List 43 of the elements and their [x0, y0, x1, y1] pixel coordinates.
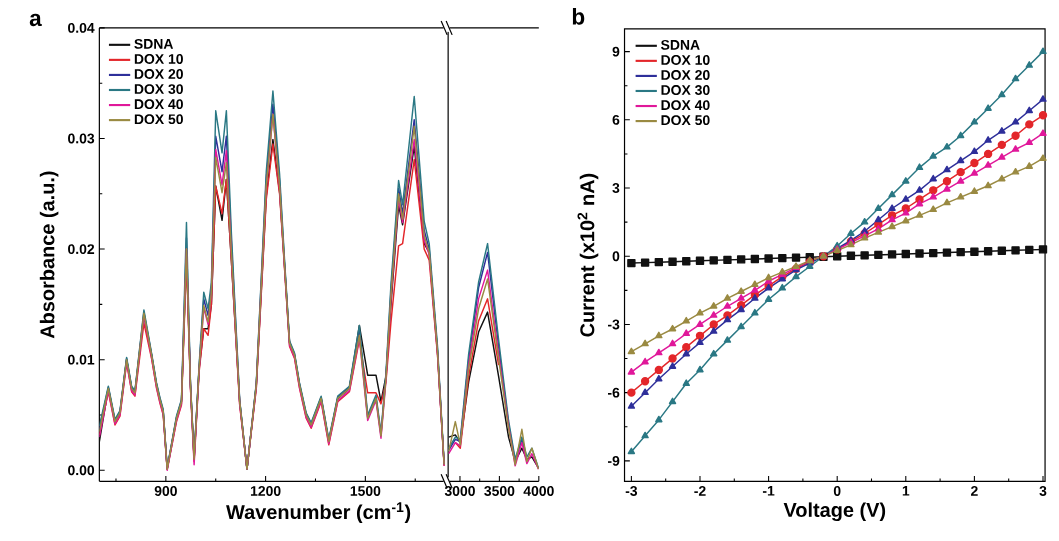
y-tick-label: 0.04 [68, 22, 95, 33]
x-tick-label: 3500 [484, 485, 515, 496]
x-tick-label: -3 [625, 485, 638, 496]
legend-label: DOX 40 [134, 99, 183, 110]
y-tick-label: -6 [607, 387, 620, 398]
y-tick-label: 0.03 [68, 133, 95, 144]
x-tick-label: 1500 [350, 485, 381, 496]
x-tick-label: 1 [902, 485, 910, 496]
y-tick-label: -3 [607, 319, 620, 330]
legend-label: SDNA [660, 39, 700, 50]
y-axis-title: Current (x10$^{2}$ nA) [577, 173, 599, 337]
legend-label: DOX 30 [661, 85, 710, 95]
chart-title: b [572, 8, 585, 25]
x-axis-title: Voltage (V) [783, 502, 886, 521]
legend-label: DOX 30 [134, 84, 183, 94]
x-tick-label: 3000 [444, 485, 475, 496]
x-tick-label: 4000 [523, 485, 554, 496]
legend-label: DOX 10 [134, 53, 183, 64]
x-tick-label: 900 [154, 485, 177, 496]
legend-label: DOX 50 [661, 115, 710, 126]
y-tick-label: 6 [612, 114, 620, 125]
x-tick-label: -2 [694, 485, 706, 496]
y-axis-title: Absorbance (a.u.) [39, 171, 59, 339]
x-tick-label: 1200 [250, 485, 281, 496]
legend-label: DOX 20 [134, 69, 183, 79]
y-tick-label: 3 [612, 183, 620, 193]
y-tick-label: 0.01 [68, 354, 95, 365]
x-axis-title: Wavenumber (cm$^{-1}$) [226, 502, 411, 523]
legend-label: DOX 40 [661, 100, 710, 110]
y-tick-label: -9 [607, 455, 620, 466]
x-tick-label: 3 [1039, 485, 1047, 496]
legend-label: SDNA [134, 38, 174, 49]
x-tick-label: 2 [971, 485, 978, 496]
y-tick-label: 0.02 [68, 244, 95, 254]
y-tick-label: 0 [612, 251, 620, 262]
legend-label: DOX 20 [661, 70, 710, 80]
legend-label: DOX 50 [134, 114, 183, 125]
y-tick-label: 0.00 [68, 465, 95, 476]
x-tick-label: -1 [762, 485, 775, 496]
chart-title: a [29, 13, 42, 27]
y-tick-label: 9 [612, 46, 620, 57]
x-tick-label: 0 [833, 485, 841, 496]
legend-label: DOX 10 [661, 54, 710, 65]
